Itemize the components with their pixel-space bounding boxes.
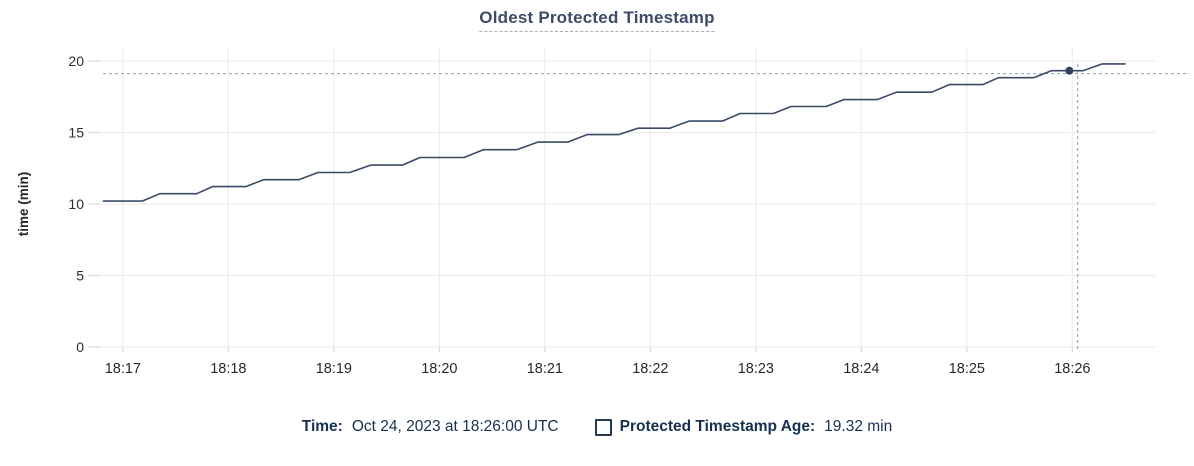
x-axis-tick-labels: 18:17 18:18 18:19 18:20 18:21 18:22 18:23 18:24…	[105, 361, 1091, 377]
y-axis-label: time (min)	[16, 172, 31, 237]
time-label: Time:	[301, 418, 343, 435]
time-value: Oct 24, 2023 at 18:26:00 UTC	[351, 418, 559, 435]
y-gridlines	[88, 60, 1155, 348]
x-tick-label: 18:26	[1054, 361, 1090, 377]
series-line	[102, 63, 1126, 202]
y-tick-label: 5	[76, 268, 84, 284]
x-tick-label: 18:21	[527, 361, 563, 377]
chart-title[interactable]: Oldest Protected Timestamp	[479, 8, 715, 32]
x-tick-label: 18:25	[949, 361, 985, 377]
x-tick-label: 18:22	[632, 361, 668, 377]
x-tick-label: 18:18	[210, 361, 246, 377]
x-tick-label: 18:20	[421, 361, 457, 377]
hover-point-dot	[1065, 66, 1074, 75]
series-label[interactable]: Protected Timestamp Age:	[619, 418, 816, 435]
y-tick-label: 15	[68, 125, 84, 141]
y-tick-label: 20	[68, 53, 84, 69]
series-checkbox[interactable]	[594, 418, 612, 436]
hover-crosshair	[103, 64, 1190, 352]
y-tick-label: 0	[76, 339, 84, 355]
x-tick-label: 18:24	[843, 361, 879, 377]
x-tick-label: 18:19	[316, 361, 352, 377]
chart-legend: Time: Oct 24, 2023 at 18:26:00 UTC Prote…	[0, 418, 1194, 436]
x-tick-label: 18:23	[738, 361, 774, 377]
y-tick-label: 10	[68, 196, 84, 212]
y-axis-tick-labels: 0 5 10 15 20	[68, 53, 84, 355]
x-tick-label: 18:17	[105, 361, 141, 377]
series-value: 19.32 min	[824, 418, 893, 435]
x-gridlines	[122, 48, 1073, 352]
